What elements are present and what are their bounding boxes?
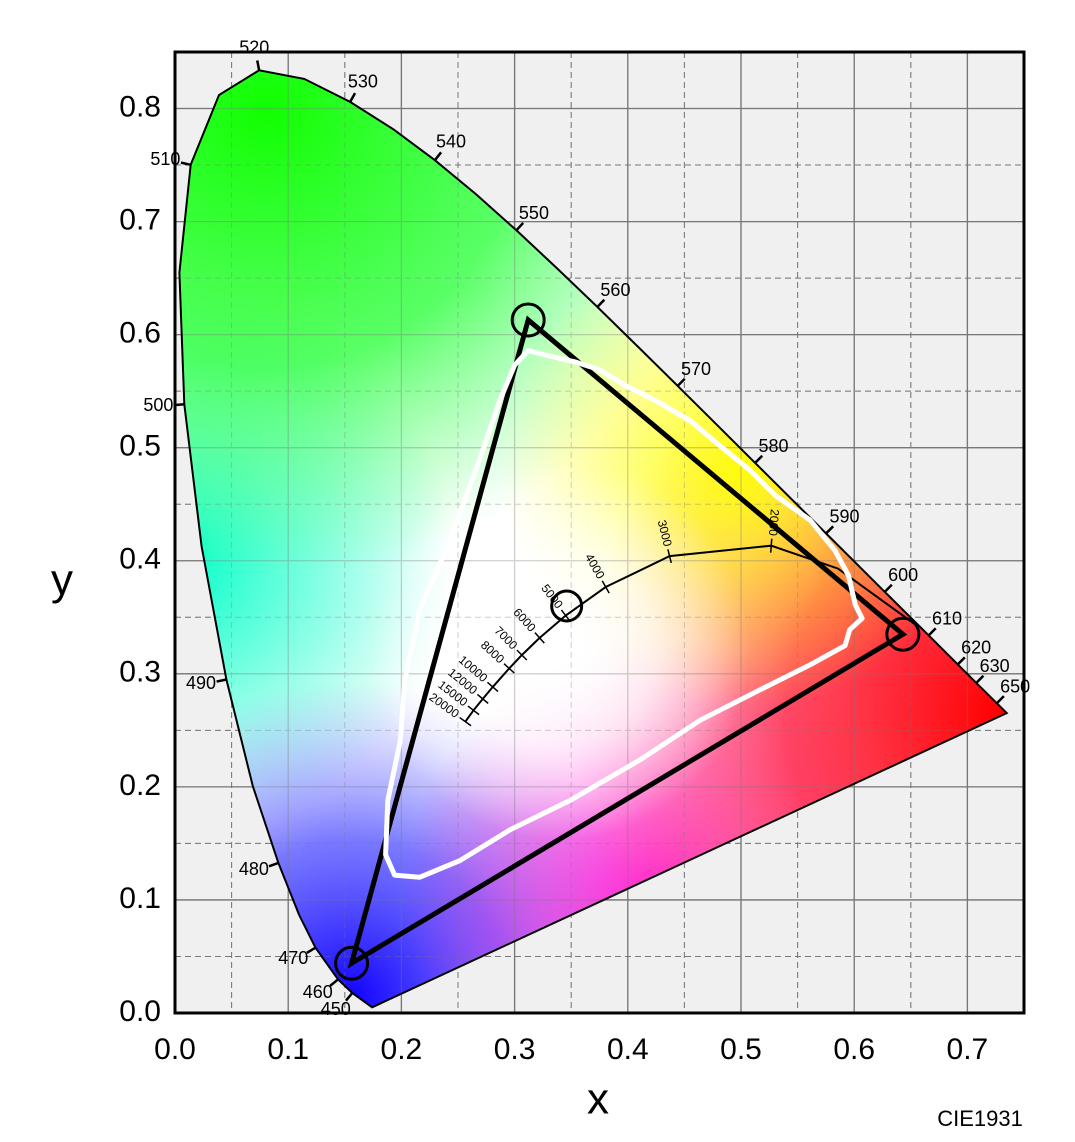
wavelength-label: 590 [829,507,859,527]
wavelength-label: 560 [600,280,630,300]
wavelength-label: 610 [932,609,962,629]
wavelength-tick [596,298,606,308]
wavelength-tick [515,222,525,232]
plot-border [173,50,1026,1015]
x-tick-label: 0.0 [154,1033,196,1066]
marks: 4504604704804905005105205305405505605705… [143,37,1030,1018]
gamut-outline [383,348,865,880]
y-tick-label: 0.5 [119,430,161,463]
y-tick-label: 0.4 [119,543,161,576]
y-tick-label: 0.3 [119,656,161,689]
wavelength-tick [883,583,893,593]
wavelength-label: 520 [239,37,269,57]
wavelength-label: 580 [758,436,788,456]
cct-tick [534,632,545,644]
x-axis-label: x [587,1075,609,1124]
wavelength-tick [676,377,686,387]
wavelength-label: 460 [303,982,333,1002]
cct-label: 3000 [655,519,675,549]
x-tick-label: 0.4 [607,1033,649,1066]
cct-tick [516,649,528,661]
note: CIE1931 [937,1106,1023,1131]
y-tick-label: 0.2 [119,769,161,802]
x-tick-label: 0.1 [267,1033,309,1066]
wavelength-tick [927,627,937,637]
wavelength-label: 470 [278,948,308,968]
wavelength-tick [344,992,354,1002]
x-tick-label: 0.7 [947,1033,989,1066]
wavelength-label: 630 [980,656,1010,676]
cct-tick [467,705,480,716]
wavelength-label: 600 [888,565,918,585]
wavelength-tick [216,678,227,683]
wavelength-tick [754,454,764,464]
spectral-locus [178,69,1009,1009]
wavelength-label: 510 [150,149,180,169]
wavelength-label: 500 [143,395,173,415]
wavelength-tick [329,978,339,987]
y-tick-label: 0.1 [119,882,161,915]
cct-tick [601,580,610,594]
x-tick-label: 0.2 [381,1033,423,1066]
wavelength-tick [256,60,261,71]
wavelength-tick [825,525,835,535]
primary-marker [885,616,921,652]
cct-tick [459,716,472,727]
x-tick-label: 0.6 [833,1033,875,1066]
grid-overlay [174,52,1024,1014]
wavelength-label: 480 [239,859,269,879]
wavelength-label: 550 [519,203,549,223]
cct-tick [503,663,515,674]
cct-tick [560,609,571,622]
x-tick-label: 0.3 [494,1033,536,1066]
y-axis-label: y [51,556,73,605]
wavelength-tick [268,861,279,868]
wavelength-tick [956,656,966,666]
primaries-triangle [347,315,908,969]
wavelength-tick [306,946,317,954]
wavelength-tick [349,92,357,103]
wavelength-label: 620 [961,638,991,658]
wavelength-label: 540 [436,132,466,152]
wavelength-tick [975,674,985,684]
y-tick-label: 0.8 [119,90,161,123]
wavelength-label: 530 [348,71,378,91]
wavelength-label: 650 [1000,676,1030,696]
wavelength-label: 570 [681,359,711,379]
y-tick-label: 0.7 [119,204,161,237]
wavelength-tick [180,161,192,167]
y-tick-label: 0.6 [119,317,161,350]
wavelength-tick [433,151,443,161]
wavelength-label: 490 [186,673,216,693]
x-tick-label: 0.5 [720,1033,762,1066]
cct-tick [486,681,499,693]
y-tick-label: 0.0 [119,995,161,1028]
wavelength-tick [995,695,1005,705]
white-point [550,589,584,623]
primary-marker [510,302,546,338]
cct-tick [476,693,489,704]
cct-tick [769,538,773,553]
cct-tick [667,549,672,564]
primary-marker [334,945,370,981]
